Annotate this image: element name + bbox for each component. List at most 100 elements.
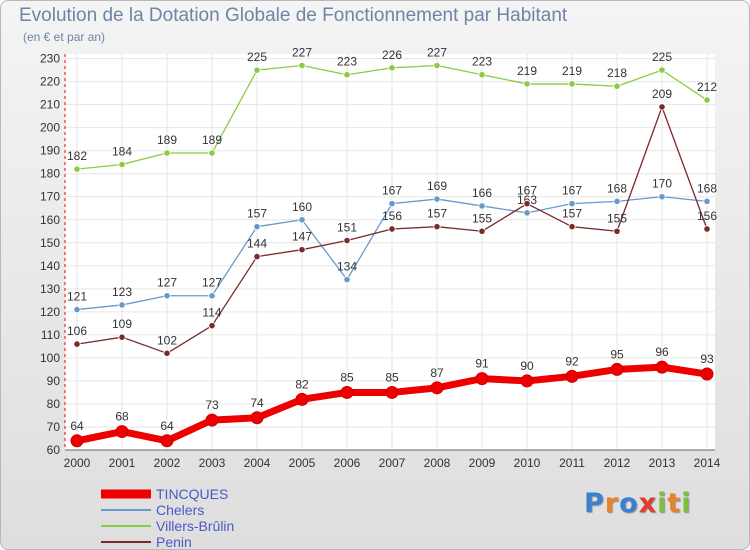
x-tick-label-2002: 2002 [154,456,181,470]
chart-subtitle: (en € et par an) [23,30,106,44]
data-label-penin-2012: 155 [607,211,627,225]
y-tick-label-180: 180 [40,167,60,181]
y-tick-label-120: 120 [40,305,60,319]
point-tincques-2009 [475,372,489,386]
data-label-penin-2000: 106 [67,324,87,338]
data-label-villers-brulin-2003: 189 [202,133,222,147]
data-label-penin-2011: 157 [562,207,582,221]
legend-label-penin: Penin [156,534,192,550]
data-label-chelers-2001: 123 [112,285,132,299]
y-tick-label-100: 100 [40,351,60,365]
x-tick-label-2007: 2007 [379,456,406,470]
point-penin-2010 [523,200,531,208]
legend-item-chelers: Chelers [101,502,361,518]
plot-area [65,54,715,450]
y-tick-label-200: 200 [40,121,60,135]
x-tick-label-2003: 2003 [199,456,226,470]
data-label-tincques-2002: 64 [160,419,174,433]
data-label-penin-2003: 114 [202,306,221,320]
point-chelers-2013 [658,193,666,201]
proxiti-logo: Proxiti [584,488,692,519]
data-label-tincques-2000: 64 [70,419,84,433]
y-tick-label-90: 90 [47,374,61,388]
data-label-tincques-2010: 90 [520,359,534,373]
data-label-villers-brulin-2013: 225 [652,50,672,64]
y-tick-label-220: 220 [40,75,60,89]
data-label-tincques-2006: 85 [340,370,354,384]
point-chelers-2010 [523,209,531,217]
data-label-villers-brulin-2001: 184 [112,145,132,159]
data-label-chelers-2014: 168 [697,181,717,195]
point-villers-brulin-2000 [73,165,81,173]
point-tincques-2013 [655,360,669,374]
chart-title: Evolution de la Dotation Globale de Fonc… [19,5,568,26]
point-villers-brulin-2014 [703,96,711,104]
point-tincques-2001 [115,425,129,439]
point-chelers-2001 [118,301,126,309]
data-label-tincques-2012: 95 [610,347,624,361]
y-tick-label-170: 170 [40,190,60,204]
data-label-chelers-2010: 163 [517,193,537,207]
point-chelers-2014 [703,197,711,205]
x-tick-label-2008: 2008 [424,456,451,470]
data-label-chelers-2000: 121 [67,290,87,304]
point-chelers-2009 [478,202,486,210]
data-label-villers-brulin-2011: 219 [562,64,582,78]
legend-label-tincques: TINCQUES [156,486,229,502]
data-label-villers-brulin-2004: 225 [247,50,267,64]
logo-letter-0: P [584,488,605,519]
data-label-penin-2009: 155 [472,211,492,225]
point-villers-brulin-2012 [613,82,621,90]
point-tincques-2008 [430,381,444,395]
point-tincques-2005 [295,392,309,406]
y-tick-label-230: 230 [40,52,60,66]
data-label-penin-2007: 156 [382,209,402,223]
data-label-tincques-2009: 91 [475,357,489,371]
legend-swatch-villers-brulin [101,525,151,527]
point-chelers-2005 [298,216,306,224]
point-villers-brulin-2009 [478,71,486,79]
logo-letter-5: t [667,488,682,519]
legend-item-tincques: TINCQUES [101,486,361,502]
legend-swatch-tincques [101,489,151,499]
data-label-tincques-2014: 93 [700,352,714,366]
point-tincques-2000 [70,434,84,448]
data-label-villers-brulin-2007: 226 [382,48,402,62]
x-tick-label-2009: 2009 [469,456,496,470]
point-villers-brulin-2008 [433,61,441,70]
y-tick-label-160: 160 [40,213,60,227]
y-tick-label-80: 80 [47,397,61,411]
data-label-villers-brulin-2002: 189 [157,133,177,147]
data-label-tincques-2013: 96 [655,345,669,359]
x-tick-label-2014: 2014 [694,456,721,470]
point-villers-brulin-2004 [253,66,261,74]
logo-letter-4: i [657,488,668,519]
point-tincques-2011 [565,369,579,383]
point-villers-brulin-2010 [523,80,531,88]
data-label-penin-2014: 156 [697,209,717,223]
data-label-tincques-2005: 82 [295,377,309,391]
point-penin-2001 [118,333,126,341]
legend-label-chelers: Chelers [156,502,205,518]
legend-item-villers-brulin: Villers-Brûlin [101,518,361,534]
point-penin-2000 [73,340,81,348]
data-label-penin-2010: 167 [517,184,537,198]
data-label-villers-brulin-2010: 219 [517,64,537,78]
point-penin-2008 [433,223,441,231]
x-tick-label-2006: 2006 [334,456,361,470]
point-penin-2012 [613,227,621,235]
point-chelers-2002 [163,292,171,300]
data-label-chelers-2002: 127 [157,276,177,290]
data-label-chelers-2003: 127 [202,276,222,290]
y-tick-label-150: 150 [40,236,60,250]
data-label-penin-2006: 151 [337,220,357,234]
point-tincques-2002 [160,434,174,448]
x-tick-label-2004: 2004 [244,456,271,470]
data-label-chelers-2005: 160 [292,200,312,214]
data-label-penin-2008: 157 [427,207,447,221]
point-chelers-2004 [253,223,261,231]
data-label-villers-brulin-2012: 218 [607,66,627,80]
data-label-chelers-2008: 169 [427,179,447,193]
point-tincques-2003 [205,413,219,427]
